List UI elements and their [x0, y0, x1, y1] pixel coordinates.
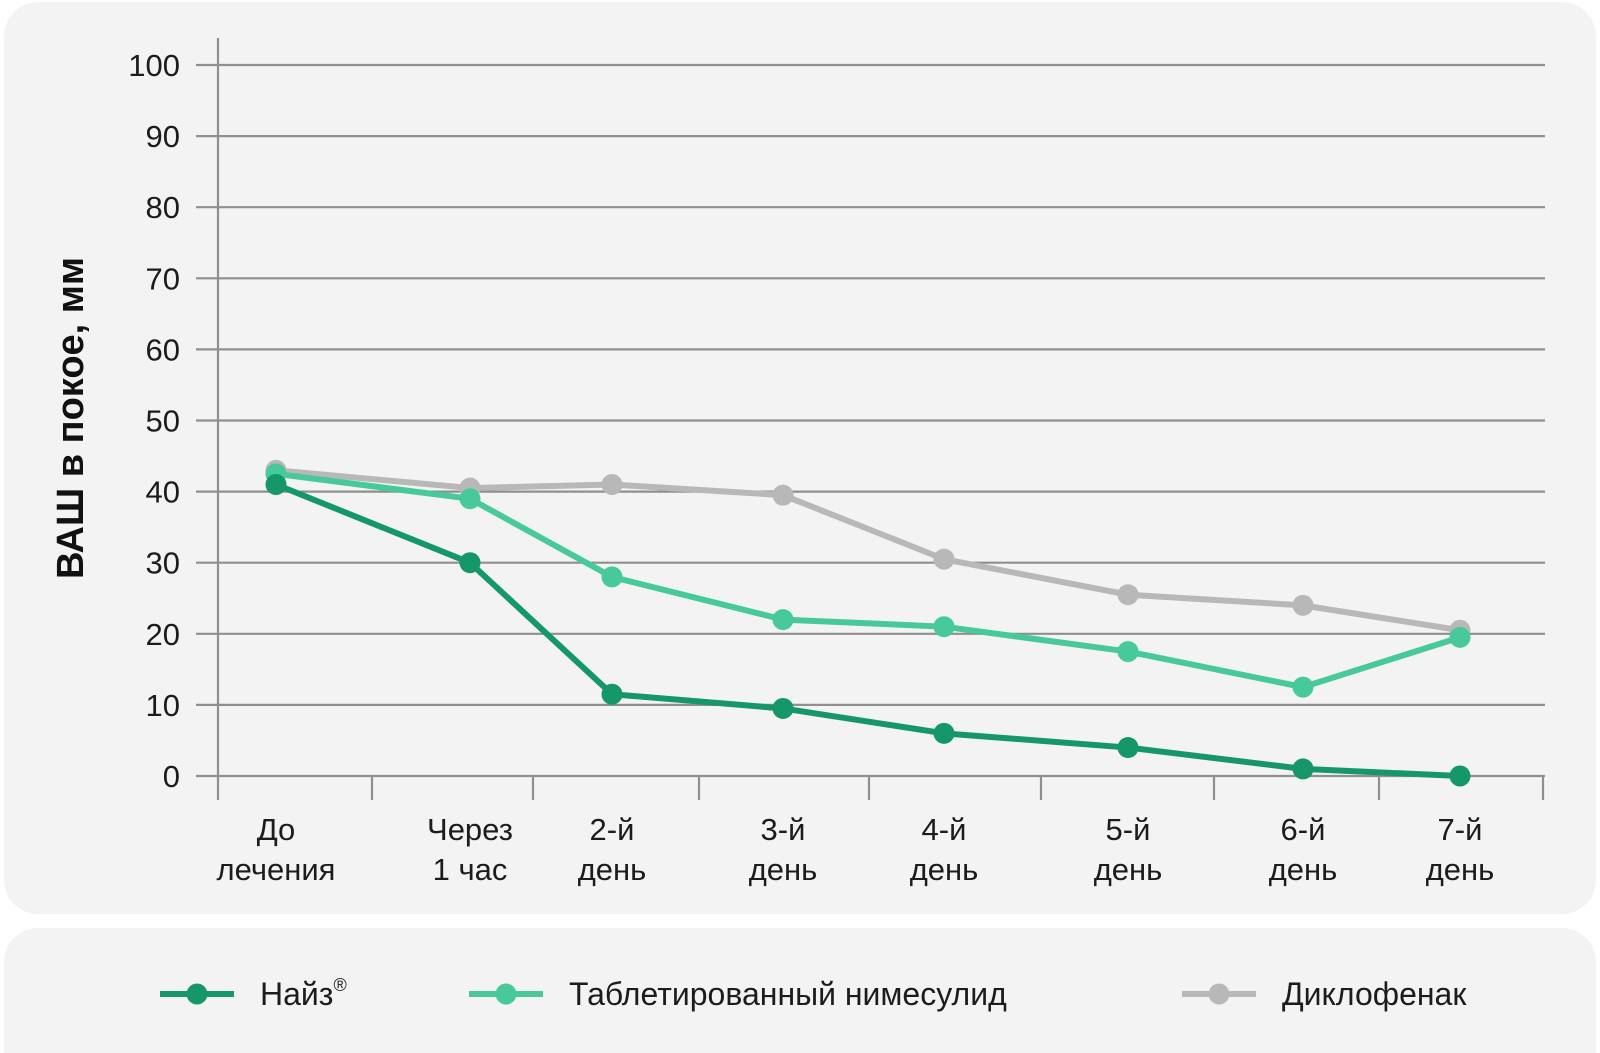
y-tick-label-100: 100 [128, 48, 180, 83]
x-tick-label-3-1: день [749, 852, 818, 887]
series-0-point-6 [1292, 594, 1314, 616]
chart-panel [4, 2, 1596, 914]
series-0-point-5 [1117, 584, 1139, 606]
series-2-point-6 [1292, 758, 1314, 780]
y-tick-label-90: 90 [146, 119, 180, 154]
x-tick-label-1-1: 1 час [433, 852, 508, 887]
y-tick-label-60: 60 [146, 332, 180, 367]
x-tick-label-0-0: До [257, 812, 296, 847]
x-tick-label-3-0: 3-й [761, 812, 806, 847]
legend-label-2: Найз® [260, 975, 347, 1012]
legend-label-1: Таблетированный нимесулид [569, 976, 1007, 1012]
y-tick-label-20: 20 [146, 617, 180, 652]
legend-marker-0 [1208, 983, 1230, 1005]
series-1-point-3 [772, 609, 794, 631]
legend-label-0: Диклофенак [1282, 976, 1467, 1012]
legend-panel [4, 928, 1596, 1053]
series-2-point-3 [772, 697, 794, 719]
x-tick-label-6-0: 6-й [1281, 812, 1326, 847]
x-tick-label-5-1: день [1094, 852, 1163, 887]
x-tick-label-7-1: день [1426, 852, 1495, 887]
y-tick-label-0: 0 [163, 759, 180, 794]
x-tick-label-2-0: 2-й [590, 812, 635, 847]
series-1-point-6 [1292, 676, 1314, 698]
series-2-point-4 [933, 722, 955, 744]
series-2-point-0 [265, 473, 287, 495]
x-tick-label-5-0: 5-й [1106, 812, 1151, 847]
series-2-point-2 [601, 683, 623, 705]
x-tick-label-1-0: Через [427, 812, 513, 847]
series-2-point-1 [459, 552, 481, 574]
series-1-point-2 [601, 566, 623, 588]
series-1-point-7 [1449, 626, 1471, 648]
y-tick-label-70: 70 [146, 261, 180, 296]
x-tick-label-4-0: 4-й [922, 812, 967, 847]
y-tick-label-30: 30 [146, 546, 180, 581]
series-1-point-4 [933, 616, 955, 638]
y-tick-label-80: 80 [146, 190, 180, 225]
series-0-point-4 [933, 548, 955, 570]
series-line-1 [273, 470, 1463, 691]
series-2-point-7 [1449, 765, 1471, 787]
x-tick-label-0-1: лечения [217, 852, 336, 887]
series-line-0 [273, 467, 1463, 634]
series-0-point-2 [601, 473, 623, 495]
y-axis-label: ВАШ в покое, мм [50, 257, 92, 579]
series-1-point-1 [459, 488, 481, 510]
series-2-point-5 [1117, 737, 1139, 759]
y-tick-label-40: 40 [146, 475, 180, 510]
series-0-point-3 [772, 484, 794, 506]
series-1-point-5 [1117, 641, 1139, 663]
y-tick-label-50: 50 [146, 404, 180, 439]
x-tick-label-4-1: день [910, 852, 979, 887]
x-tick-label-6-1: день [1269, 852, 1338, 887]
x-tick-label-2-1: день [578, 852, 647, 887]
x-tick-label-7-0: 7-й [1438, 812, 1483, 847]
legend-marker-2 [186, 983, 208, 1005]
legend-marker-1 [495, 983, 517, 1005]
series-line-2 [273, 481, 1463, 779]
y-tick-label-10: 10 [146, 688, 180, 723]
